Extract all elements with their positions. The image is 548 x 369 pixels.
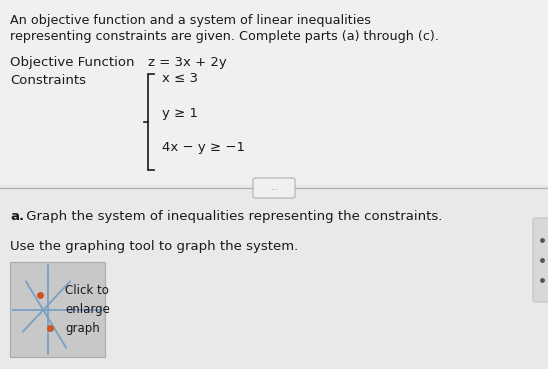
Text: a.: a. (10, 210, 24, 223)
FancyBboxPatch shape (0, 0, 548, 185)
Text: Objective Function: Objective Function (10, 56, 134, 69)
FancyBboxPatch shape (10, 262, 105, 357)
Text: z = 3x + 2y: z = 3x + 2y (148, 56, 227, 69)
FancyBboxPatch shape (533, 218, 548, 302)
Text: Constraints: Constraints (10, 74, 86, 87)
Text: x ≤ 3: x ≤ 3 (162, 72, 198, 85)
Text: representing constraints are given. Complete parts (a) through (c).: representing constraints are given. Comp… (10, 30, 439, 43)
Text: 4x − y ≥ −1: 4x − y ≥ −1 (162, 141, 245, 154)
Text: An objective function and a system of linear inequalities: An objective function and a system of li… (10, 14, 371, 27)
Text: Graph the system of inequalities representing the constraints.: Graph the system of inequalities represe… (22, 210, 442, 223)
Text: y ≥ 1: y ≥ 1 (162, 107, 198, 120)
FancyBboxPatch shape (253, 178, 295, 198)
Text: Use the graphing tool to graph the system.: Use the graphing tool to graph the syste… (10, 240, 298, 253)
FancyBboxPatch shape (0, 188, 538, 369)
Text: ...: ... (270, 183, 278, 193)
Text: Click to
enlarge
graph: Click to enlarge graph (65, 284, 110, 335)
